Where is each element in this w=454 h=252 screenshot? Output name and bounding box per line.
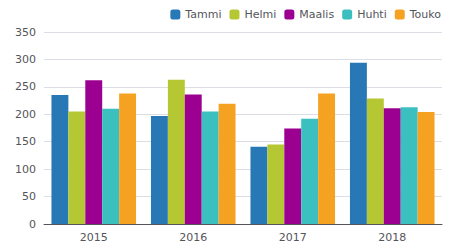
svg-text:2015: 2015 xyxy=(80,231,108,244)
svg-text:Touko: Touko xyxy=(409,8,442,21)
svg-text:Huhti: Huhti xyxy=(357,8,387,21)
svg-text:2016: 2016 xyxy=(179,231,207,244)
svg-text:300: 300 xyxy=(15,53,36,66)
svg-text:2017: 2017 xyxy=(279,231,307,244)
svg-text:Helmi: Helmi xyxy=(244,8,276,21)
svg-text:100: 100 xyxy=(15,163,36,176)
svg-text:Maalis: Maalis xyxy=(299,8,334,21)
svg-text:150: 150 xyxy=(15,135,36,148)
svg-text:2018: 2018 xyxy=(378,231,406,244)
svg-text:50: 50 xyxy=(22,190,36,203)
svg-text:250: 250 xyxy=(15,80,36,93)
svg-text:Tammi: Tammi xyxy=(184,8,221,21)
svg-text:0: 0 xyxy=(29,218,36,231)
svg-text:200: 200 xyxy=(15,108,36,121)
svg-text:350: 350 xyxy=(15,26,36,39)
